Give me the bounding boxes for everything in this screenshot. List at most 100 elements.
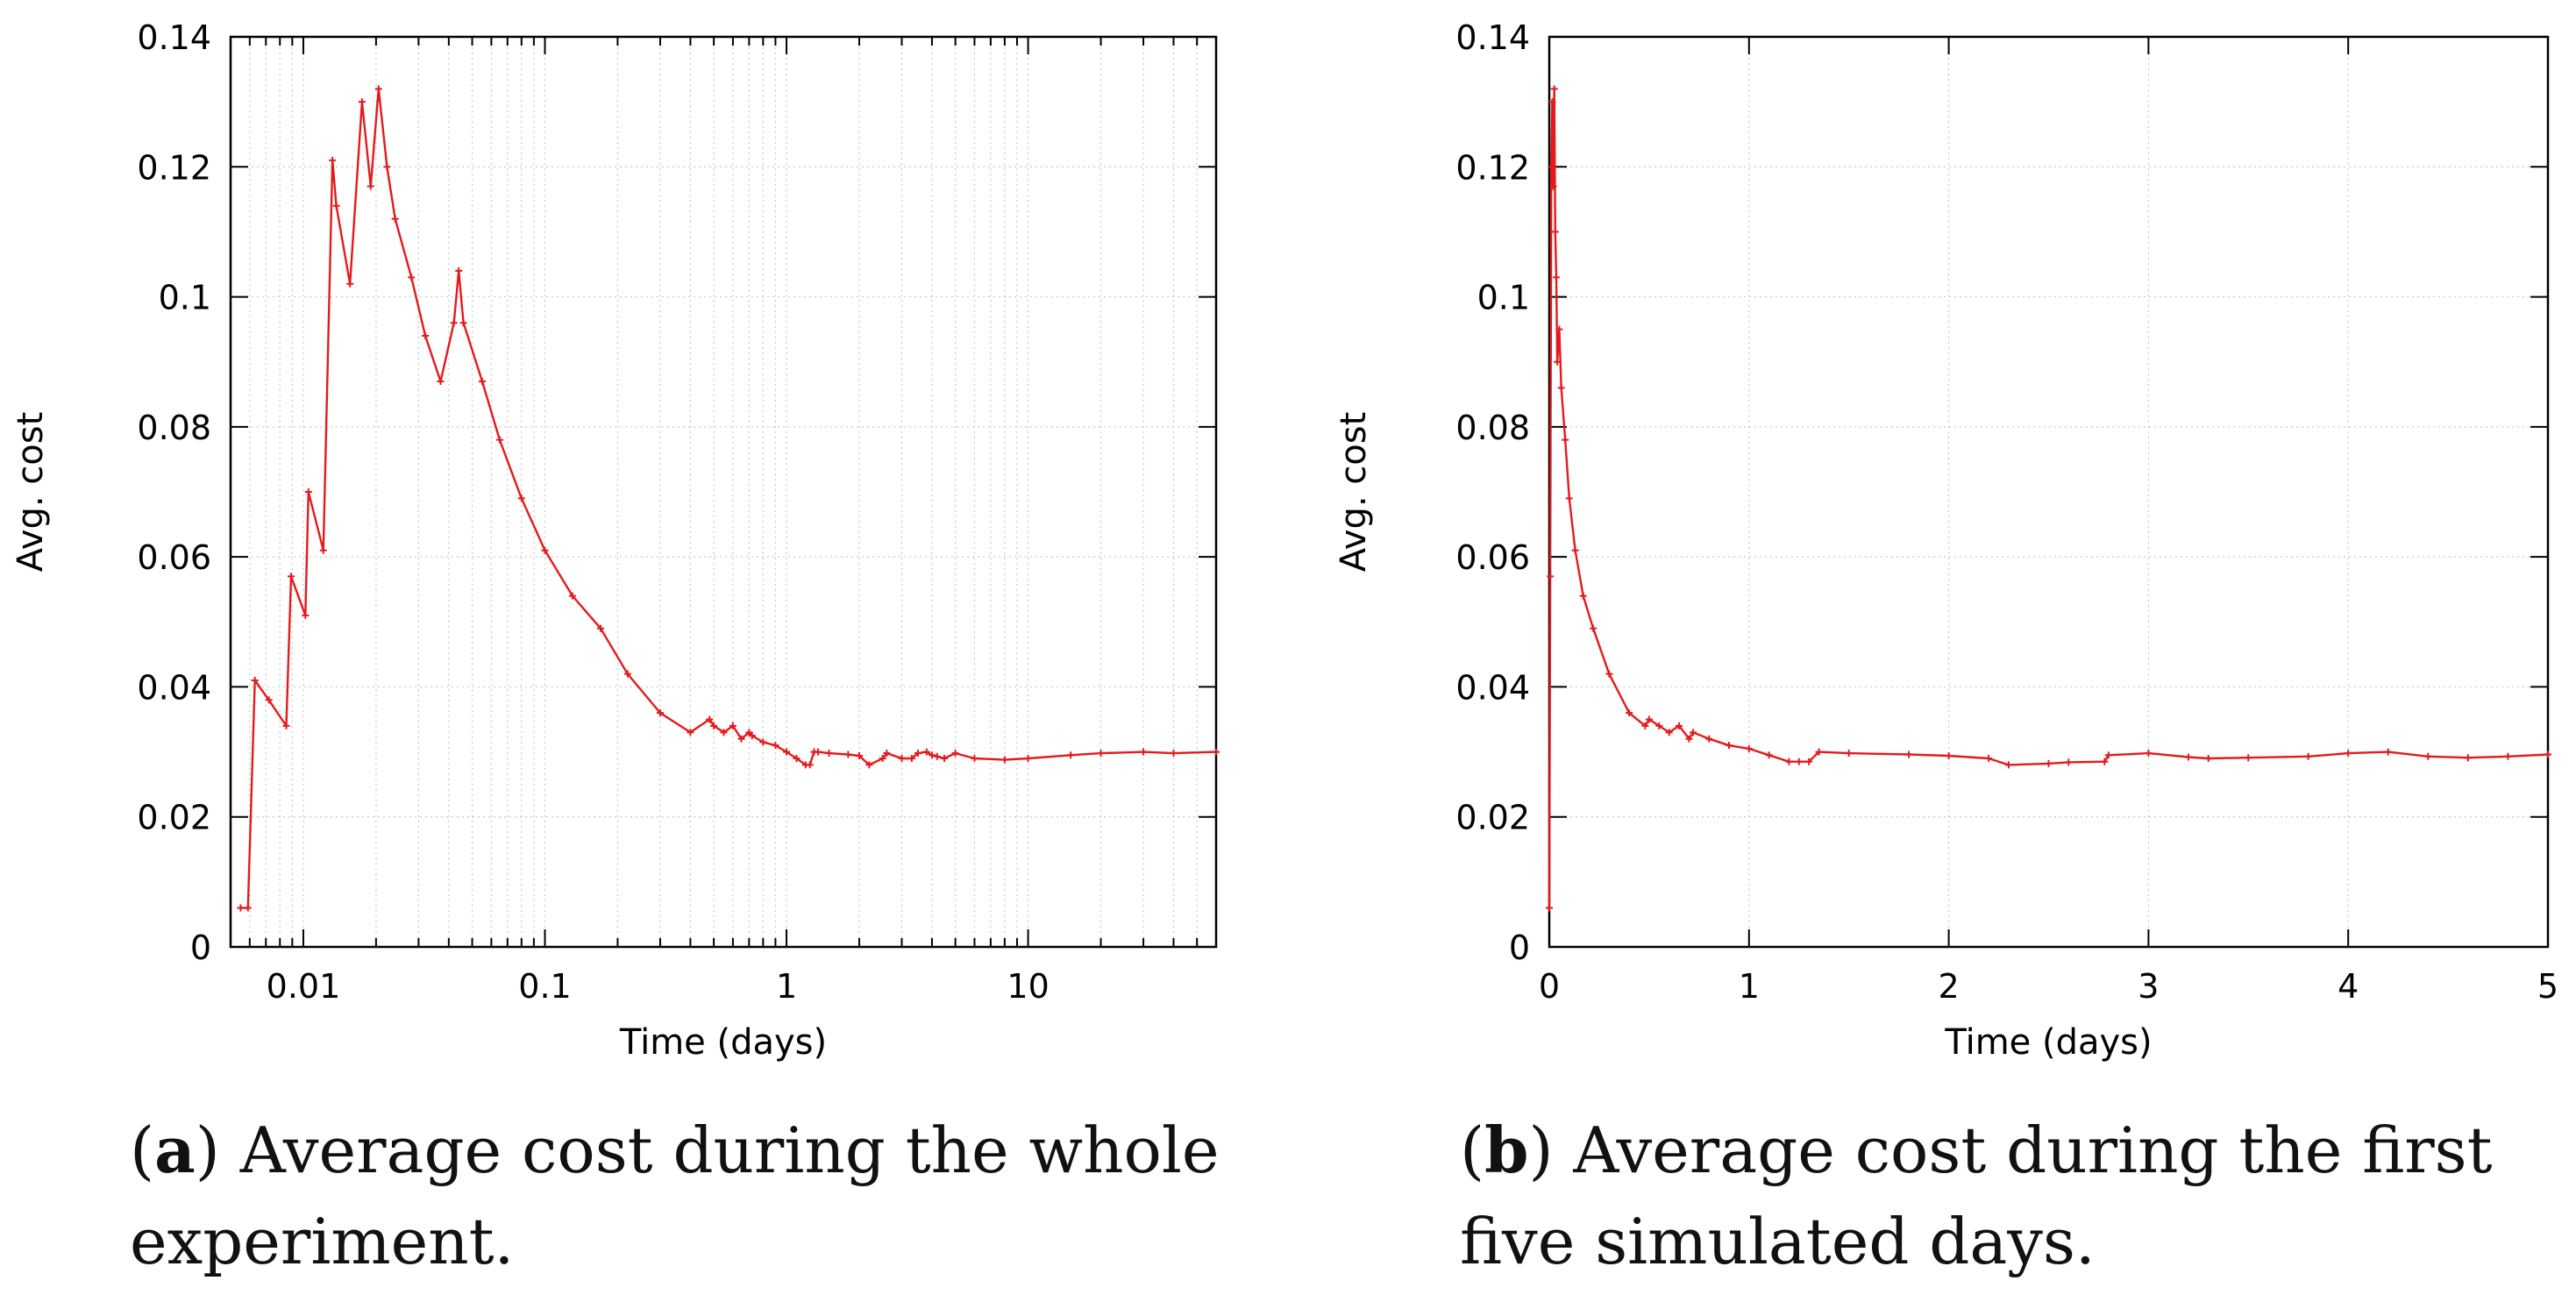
chart-a-series-point-0-22	[459, 319, 467, 327]
chart-b-series-point-0-3	[1548, 98, 1556, 106]
figure-panel-b: 0 0.02 0.04 0.06 0.08 0.1 0.12 0.14 0 1 2 3 4 5 Time (…	[1288, 0, 2576, 1302]
chart-b-series-point-0-29	[1785, 758, 1793, 765]
chart-b-ytick-label-5: 0.1	[1477, 279, 1530, 317]
chart-b-series-point-0-24	[1690, 729, 1697, 736]
chart-a-series-point-0-18	[422, 332, 430, 340]
chart-b-series-point-0-28	[1765, 751, 1773, 759]
chart-b-series-point-0-11	[1562, 436, 1569, 444]
chart-a-series-point-0-68	[1213, 748, 1220, 756]
chart-b-xtick-label-5: 5	[2537, 967, 2558, 1006]
chart-b-xtick-label-1: 1	[1739, 967, 1760, 1006]
chart-a-series-point-0-1	[244, 904, 252, 912]
chart-b-series-point-0-15	[1590, 624, 1598, 632]
chart-a-ytick-label-6: 0.12	[137, 148, 211, 187]
chart-a-series-point-0-20	[450, 319, 458, 327]
chart-b-ytick-label-7: 0.14	[1455, 18, 1530, 57]
chart-a-series-point-0-50	[865, 761, 873, 769]
chart-b-series-point-0-34	[1905, 751, 1913, 758]
chart-b-series-point-0-43	[2184, 753, 2192, 761]
chart-b-series-point-0-23	[1685, 735, 1693, 743]
chart-a-series-point-0-66	[1140, 748, 1148, 756]
chart-b-series-point-0-18	[1641, 722, 1649, 729]
chart-a-series-point-0-29	[623, 670, 631, 678]
chart-b-series-point-0-47	[2345, 750, 2352, 758]
chart-b-ytick-label-2: 0.04	[1455, 668, 1530, 707]
chart-b-xtick-label-2: 2	[1939, 967, 1960, 1006]
chart-a-series-point-0-40	[772, 742, 779, 750]
chart-a-ytick-label-1: 0.02	[137, 799, 211, 837]
chart-a-ytick-label-3: 0.06	[137, 538, 211, 577]
chart-a-series-point-0-58	[933, 752, 941, 760]
chart-a-series-point-0-63	[1024, 754, 1032, 762]
chart-a-ytick-label-5: 0.1	[159, 279, 211, 317]
chart-a-series-point-0-13	[366, 182, 374, 190]
chart-a-series-point-0-21	[455, 267, 463, 274]
chart-a-series-point-0-16	[391, 215, 399, 223]
chart-a-series-point-0-15	[383, 163, 391, 171]
chart-a-series-point-0-2	[251, 677, 259, 685]
chart-b-series-point-0-45	[2245, 754, 2252, 762]
chart-b-series-point-0-38	[2045, 759, 2053, 767]
chart-b-series-point-0-30	[1795, 758, 1803, 765]
chart-a-series-point-0-26	[541, 546, 549, 554]
chart-a-series-point-0-52	[883, 750, 891, 758]
chart-b-series-point-0-48	[2384, 748, 2392, 756]
chart-b-series-point-0-9	[1555, 325, 1563, 333]
chart-a-series-point-0-41	[783, 748, 791, 756]
chart-a-series-line-0	[240, 88, 1217, 909]
chart-a-series-point-0-23	[478, 377, 486, 385]
caption-b: (b) Average cost during the first five s…	[1460, 1113, 2493, 1278]
chart-a-series-point-0-39	[759, 738, 767, 746]
chart-a-series-point-0-8	[319, 546, 327, 554]
caption-b-letter: b	[1484, 1113, 1529, 1187]
chart-a-series-point-0-65	[1097, 750, 1105, 758]
chart-a-frame	[229, 35, 1218, 949]
chart-a-series-point-0-17	[408, 274, 416, 281]
caption-b-text: Average cost during the first five simul…	[1460, 1113, 2493, 1278]
chart-a-xlabel: Time (days)	[619, 1022, 827, 1063]
chart-a-series-point-0-9	[329, 156, 337, 164]
caption-a-text: Average cost during the whole experiment…	[130, 1113, 1220, 1278]
chart-a-series-point-0-59	[941, 754, 949, 762]
chart-b-ytick-label-0: 0	[1509, 928, 1530, 967]
figure-panel-a: 0 0.02 0.04 0.06 0.08 0.1 0.12 0.14 0.01 0.1 1 10 Ti…	[11, 18, 1220, 1278]
chart-a-series-point-0-60	[951, 750, 959, 758]
chart-a-series-point-0-31	[687, 729, 694, 736]
chart-a-series-point-0-24	[495, 436, 503, 444]
chart-a-ytick-label-0: 0	[190, 928, 211, 967]
chart-a-series-point-0-64	[1067, 751, 1075, 759]
chart-b-ytick-label-6: 0.12	[1455, 148, 1530, 187]
chart-b-series-point-0-27	[1745, 744, 1753, 752]
chart-a-series-point-0-67	[1170, 750, 1178, 758]
chart-a-series-point-0-38	[748, 732, 756, 740]
chart-b-series-point-0-10	[1557, 384, 1565, 392]
chart-a-ytick-label-7: 0.14	[137, 18, 211, 57]
chart-a-ytick-label-2: 0.04	[137, 668, 211, 707]
chart-a-series-point-0-47	[825, 750, 833, 758]
chart-b-series-point-0-0	[1546, 904, 1553, 912]
chart-a-series-point-0-14	[374, 85, 382, 93]
chart-a-series-point-0-32	[706, 715, 714, 723]
chart-b-series-point-0-44	[2204, 754, 2212, 762]
chart-b-series-point-0-6	[1551, 228, 1559, 236]
chart-a-series-point-0-30	[656, 709, 664, 717]
chart-a-xtick-label-3: 10	[1007, 967, 1049, 1006]
caption-a: (a) Average cost during the whole experi…	[130, 1113, 1220, 1278]
chart-a-series-point-0-6	[302, 611, 310, 619]
chart-b-series-point-0-12	[1565, 494, 1573, 502]
chart-a-series-point-0-62	[1000, 756, 1008, 764]
chart-b-series-point-0-5	[1550, 85, 1558, 93]
chart-b-xlabel: Time (days)	[1944, 1022, 2152, 1063]
chart-b-frame	[1548, 35, 2550, 949]
chart-a-xtick-label-0: 0.01	[267, 967, 341, 1006]
chart-b-series-point-0-50	[2464, 754, 2472, 762]
chart-a-series-point-0-48	[844, 751, 852, 758]
chart-a-series-point-0-55	[914, 750, 922, 758]
chart-b-series-point-0-36	[1985, 754, 1993, 762]
chart-b-series-point-0-22	[1676, 722, 1683, 729]
chart-b-series-point-0-21	[1665, 729, 1673, 736]
chart-a-series-point-0-27	[568, 592, 576, 600]
chart-a-series-point-0-4	[282, 722, 290, 729]
chart-a-series-point-0-44	[806, 761, 814, 769]
chart-a-series-point-0-46	[814, 748, 822, 756]
